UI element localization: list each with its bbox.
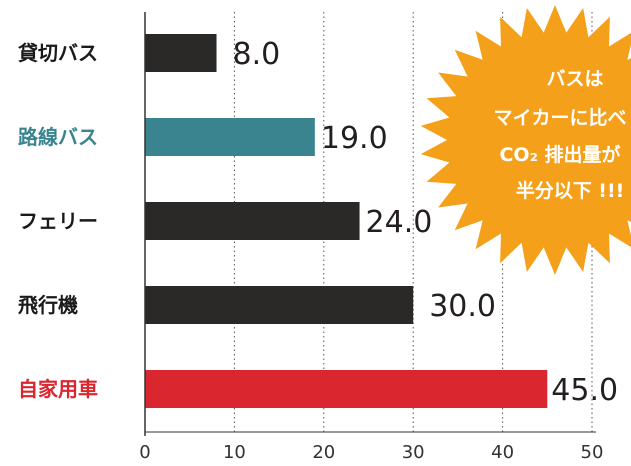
bar-0 [145,34,217,72]
value-label-0: 8.0 [233,37,281,72]
callout-line-2: マイカーに比べ [493,107,626,129]
bar-2 [145,202,360,240]
callout-line-4: 半分以下 !!! [516,179,625,202]
starburst-callout: バスは マイカーに比べ CO₂ 排出量が 半分以下 !!! [420,5,631,275]
category-label-3: 飛行機 [18,293,78,317]
bar-4 [145,370,548,408]
x-tick-label-3: 30 [402,442,425,463]
x-tick-label-1: 10 [223,442,246,463]
axes [144,12,596,436]
category-label-4: 自家用車 [18,377,98,401]
x-tick-labels: 0 10 20 30 40 50 [139,442,603,463]
x-tick-label-0: 0 [139,442,150,463]
value-label-4: 45.0 [551,373,618,408]
bar-1 [145,118,315,156]
callout-line-1: バスは [546,68,603,90]
value-label-1: 19.0 [321,121,388,156]
bars [145,34,548,408]
value-label-3: 30.0 [429,289,496,324]
x-tick-label-2: 20 [312,442,335,463]
x-tick-label-4: 40 [491,442,514,463]
bar-3 [145,286,414,324]
category-label-2: フェリー [18,209,98,233]
x-tick-label-5: 50 [581,442,604,463]
starburst-shape [420,5,631,275]
callout-line-3: CO₂ 排出量が [499,143,620,166]
value-label-2: 24.0 [366,205,433,240]
category-label-0: 貸切バス [17,41,98,65]
value-labels: 8.0 19.0 24.0 30.0 45.0 [233,37,619,408]
category-label-1: 路線バス [18,125,98,149]
